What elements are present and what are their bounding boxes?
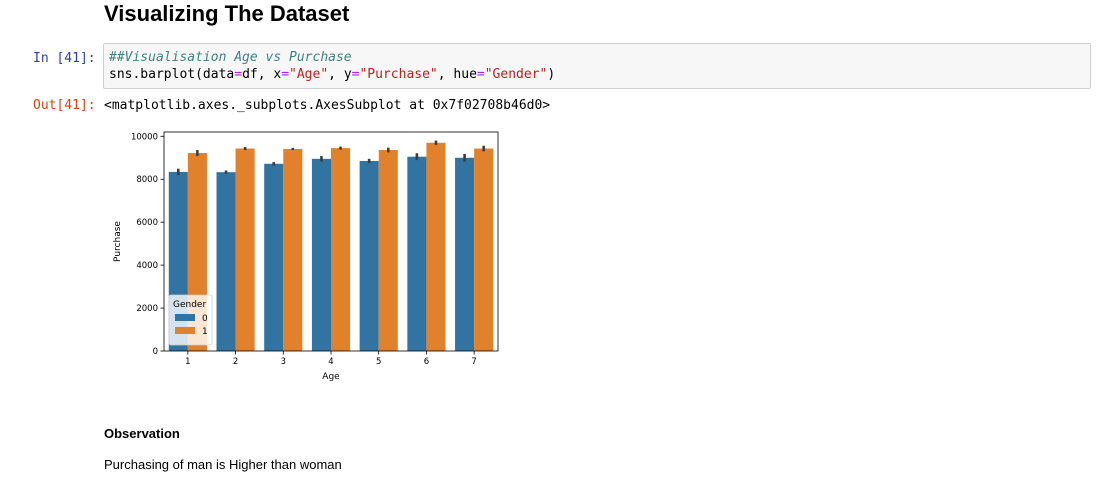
bar-gender-1-age-3: [283, 148, 303, 351]
code-token: df, x: [242, 67, 282, 82]
observation-heading: Observation: [104, 426, 180, 441]
bar-gender-1-age-4: [331, 148, 351, 351]
x-tick-label: 5: [376, 357, 381, 367]
bar-gender-1-age-5: [378, 150, 398, 351]
bar-gender-0-age-4: [311, 158, 331, 351]
y-tick-label: 4000: [136, 261, 158, 271]
bar-gender-1-age-7: [474, 148, 494, 351]
code-operator: =: [351, 67, 360, 82]
output-text: <matplotlib.axes._subplots.AxesSubplot a…: [104, 98, 551, 113]
code-string: "Gender": [484, 67, 548, 82]
legend-label-0: 0: [202, 314, 208, 324]
bar-gender-0-age-6: [407, 156, 427, 351]
code-line: sns.barplot(data=df, x="Age", y="Purchas…: [109, 66, 1090, 83]
legend-swatch-1: [175, 327, 195, 334]
y-axis-label: Purchase: [113, 221, 123, 262]
x-tick-label: 6: [424, 357, 429, 367]
section-heading: Visualizing The Dataset: [104, 1, 350, 26]
y-tick-label: 6000: [136, 218, 158, 228]
input-prompt: In [41]:: [33, 51, 96, 66]
bar-gender-0-age-7: [455, 157, 475, 351]
y-tick-label: 2000: [136, 304, 158, 314]
y-tick-label: 8000: [136, 175, 158, 185]
x-tick-label: 7: [471, 357, 476, 367]
code-string: "Age": [289, 67, 329, 82]
output-prompt: Out[41]:: [33, 98, 96, 113]
y-tick-label: 0: [153, 347, 158, 357]
x-tick-label: 4: [328, 357, 333, 367]
code-token: ): [547, 67, 556, 82]
code-comment: ##Visualisation Age vs Purchase: [109, 50, 352, 65]
bar-gender-1-age-6: [426, 142, 446, 351]
code-token: , y: [328, 67, 352, 82]
legend-label-1: 1: [202, 327, 208, 337]
code-operator: =: [281, 67, 290, 82]
code-operator: =: [476, 67, 485, 82]
bar-gender-0-age-3: [264, 163, 284, 351]
code-token: sns.barplot(data: [109, 67, 235, 82]
code-token: , hue: [437, 67, 477, 82]
x-axis-label: Age: [322, 372, 340, 382]
x-tick-label: 2: [233, 357, 238, 367]
code-operator: =: [234, 67, 243, 82]
legend-title: Gender: [173, 300, 206, 310]
bar-chart: 0 2000 4000 6000 8000 10000 1 2 3 4 5 6 7 Age Purchase…: [113, 131, 499, 382]
bar-gender-0-age-2: [216, 172, 236, 351]
code-cell[interactable]: ##Visualisation Age vs Purchase sns.barp…: [103, 43, 1091, 89]
y-tick-label: 10000: [131, 132, 158, 142]
x-tick-label: 1: [185, 357, 190, 367]
code-string: "Purchase": [359, 67, 438, 82]
bar-gender-1-age-2: [235, 148, 255, 351]
legend-swatch-0: [175, 314, 195, 321]
observation-text: Purchasing of man is Higher than woman: [104, 457, 342, 472]
x-tick-label: 3: [281, 357, 286, 367]
bar-gender-0-age-5: [359, 160, 379, 351]
